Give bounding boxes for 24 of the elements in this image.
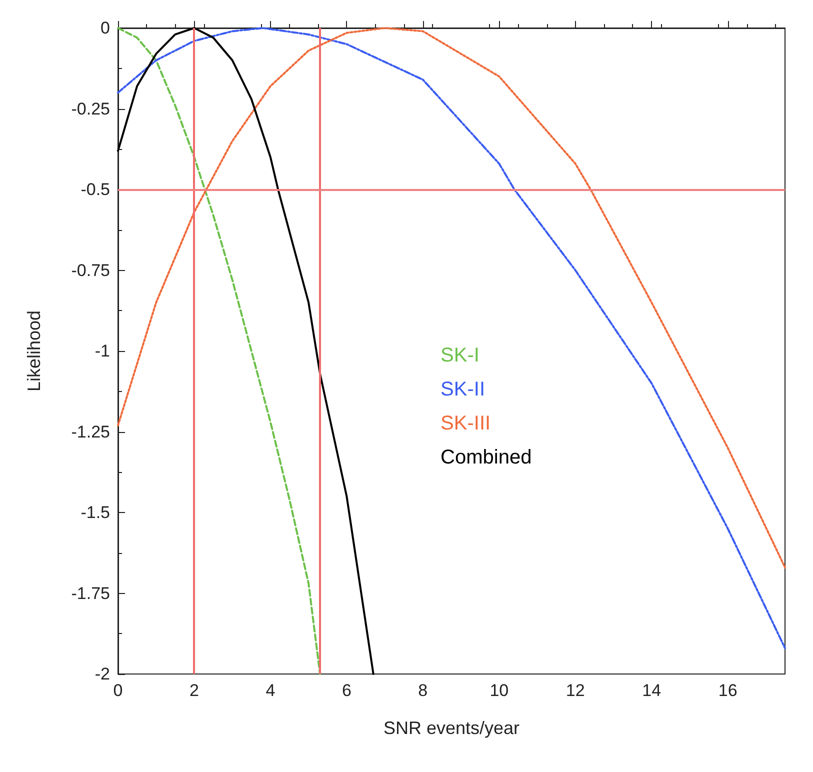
x-tick-label: 4 [266, 681, 276, 700]
y-tick-label: 0 [100, 18, 110, 38]
y-tick-label: -0.75 [71, 260, 110, 280]
text: Combined [440, 446, 532, 469]
y-tick-label: -2 [94, 664, 110, 684]
x-axis-title: SNR events/year [383, 718, 520, 738]
x-tick-label: 6 [342, 681, 352, 700]
x-tick-label: 14 [642, 681, 662, 700]
x-tick-label: 12 [566, 681, 585, 700]
y-tick-label: -1 [94, 342, 110, 360]
x-tick-label: 8 [418, 681, 428, 700]
y-tick-label: -1.25 [71, 422, 110, 442]
x-tick-label: 2 [189, 681, 199, 700]
y-tick-label: -0.5 [80, 180, 110, 199]
x-tick-label: 0 [113, 681, 123, 700]
x-tick-label: 10 [490, 681, 509, 700]
y-tick-label: -0.25 [71, 99, 110, 118]
text: SK-II [440, 378, 486, 401]
x-tick-label: 16 [718, 681, 738, 700]
text: SK-I [440, 344, 480, 367]
text: SK-III [440, 412, 491, 435]
y-tick-label: -1.5 [80, 503, 110, 522]
y-tick-label: -1.75 [71, 584, 110, 603]
y-axis-title: Likelihood [24, 310, 44, 392]
